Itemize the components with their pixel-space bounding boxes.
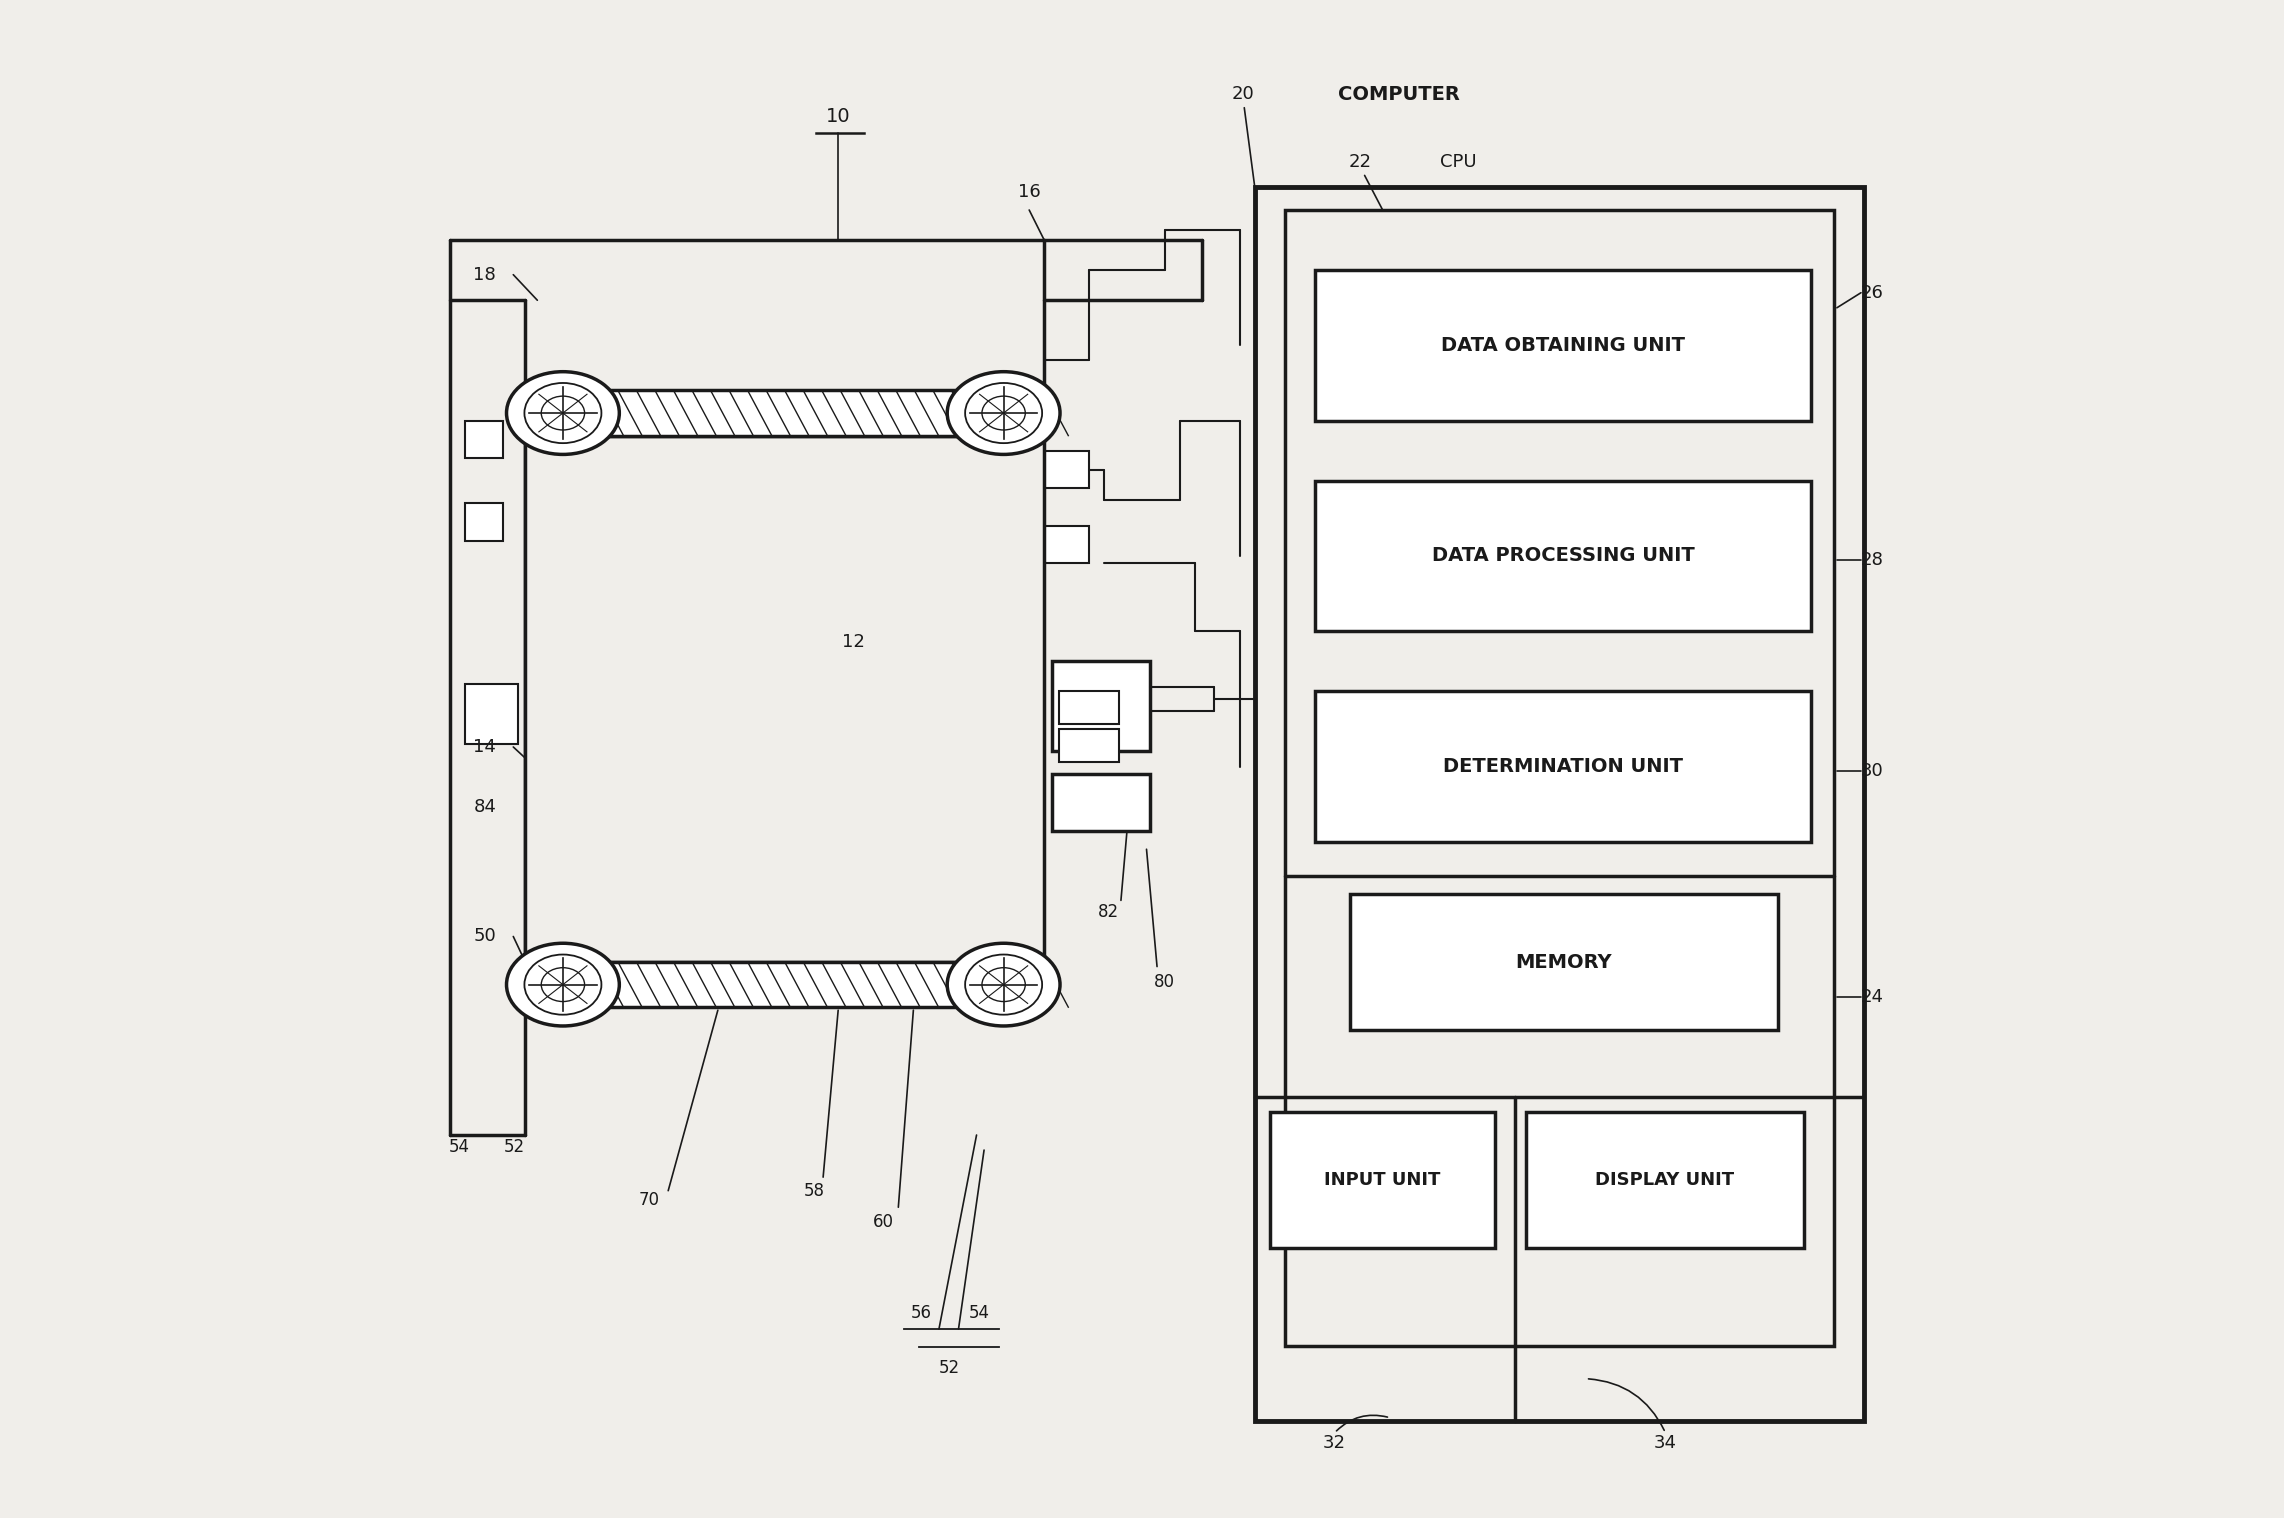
Bar [1051,662,1149,751]
Text: 20: 20 [1231,85,1254,103]
Ellipse shape [507,943,619,1026]
Text: 30: 30 [1861,762,1884,780]
Text: 54: 54 [448,1138,471,1157]
Bar [1044,451,1089,489]
Text: 52: 52 [939,1359,959,1377]
Text: 84: 84 [473,798,496,817]
Text: 14: 14 [473,738,496,756]
Text: 24: 24 [1861,988,1884,1005]
Bar [466,420,502,458]
Bar [1316,691,1811,841]
Bar [1060,729,1119,762]
Text: 70: 70 [637,1190,660,1208]
Ellipse shape [541,967,585,1002]
Text: 54: 54 [968,1304,989,1322]
Bar [1270,1113,1496,1248]
Ellipse shape [982,396,1026,430]
Text: 50: 50 [473,927,496,946]
Text: MEMORY: MEMORY [1517,953,1613,972]
Text: 26: 26 [1861,284,1884,302]
Text: 28: 28 [1861,551,1884,569]
Ellipse shape [982,967,1026,1002]
Bar [525,962,1044,1006]
Text: INPUT UNIT: INPUT UNIT [1325,1172,1441,1189]
Text: CPU: CPU [1439,153,1475,172]
Bar [525,390,1044,436]
Bar [466,683,518,744]
Text: 12: 12 [843,633,866,651]
Ellipse shape [948,372,1060,454]
Text: 60: 60 [872,1213,893,1231]
Bar [1350,894,1779,1029]
Bar [1526,1113,1804,1248]
Bar [1051,774,1149,832]
Text: 10: 10 [827,108,850,126]
Text: 34: 34 [1654,1435,1676,1453]
Text: 32: 32 [1322,1435,1345,1453]
Ellipse shape [507,372,619,454]
Text: 82: 82 [1099,903,1119,921]
Ellipse shape [948,943,1060,1026]
Text: 58: 58 [804,1181,825,1199]
Text: DATA PROCESSING UNIT: DATA PROCESSING UNIT [1432,546,1695,565]
Bar [1254,187,1864,1421]
Text: 16: 16 [1019,184,1042,200]
Ellipse shape [966,383,1042,443]
Ellipse shape [525,383,601,443]
Text: DETERMINATION UNIT: DETERMINATION UNIT [1443,757,1683,776]
Text: 18: 18 [473,266,496,284]
Text: DATA OBTAINING UNIT: DATA OBTAINING UNIT [1441,335,1686,355]
Text: COMPUTER: COMPUTER [1338,85,1459,103]
Bar [525,436,1044,962]
Bar [1060,691,1119,724]
Bar [1316,270,1811,420]
Text: DISPLAY UNIT: DISPLAY UNIT [1594,1172,1734,1189]
Bar [466,504,502,540]
Text: 80: 80 [1153,973,1174,991]
Text: 56: 56 [911,1304,932,1322]
Text: 52: 52 [505,1138,525,1157]
Text: 22: 22 [1348,153,1373,172]
Bar [1316,481,1811,631]
Bar [1286,209,1834,1345]
Ellipse shape [541,396,585,430]
Ellipse shape [966,955,1042,1014]
Ellipse shape [525,955,601,1014]
Bar [1044,525,1089,563]
